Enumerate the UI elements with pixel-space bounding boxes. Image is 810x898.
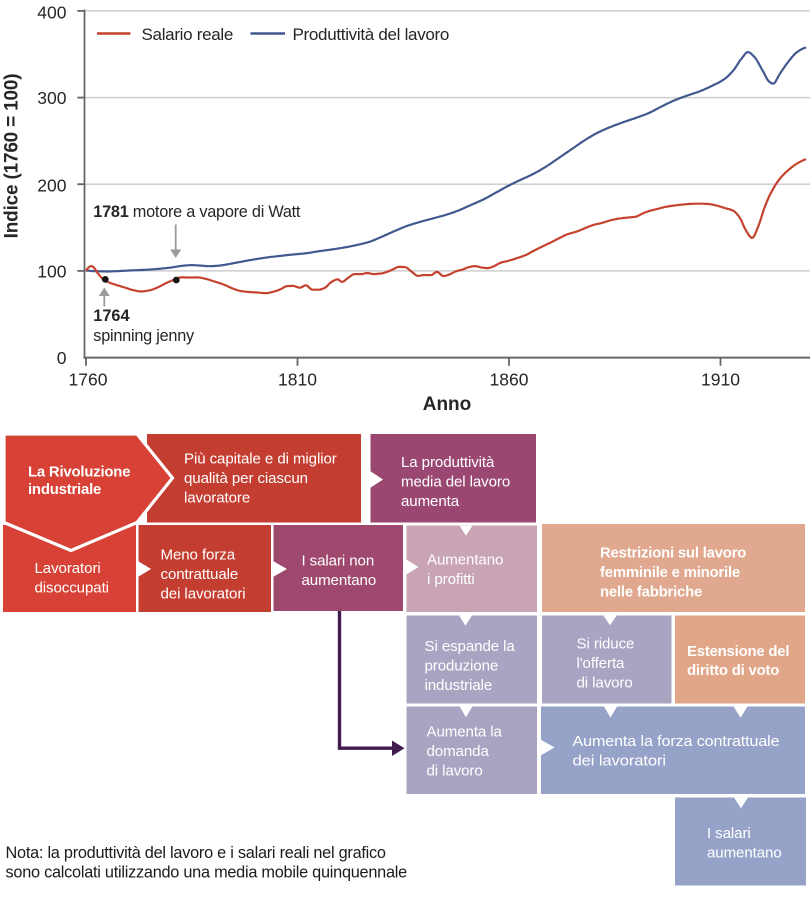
- svg-text:Estensione del: Estensione del: [687, 644, 789, 660]
- svg-text:Aumentano: Aumentano: [427, 552, 503, 569]
- svg-text:Indice (1760 = 100): Indice (1760 = 100): [2, 74, 23, 239]
- svg-text:nelle fabbriche: nelle fabbriche: [600, 585, 702, 601]
- svg-text:Lavoratori: Lavoratori: [35, 560, 101, 577]
- svg-text:Si riduce: Si riduce: [577, 636, 635, 653]
- svg-text:Aumenta la forza contrattuale: Aumenta la forza contrattuale: [573, 733, 780, 750]
- svg-text:Nota: la produttività del lavo: Nota: la produttività del lavoro e i sal…: [6, 844, 386, 862]
- svg-text:qualità per ciascun: qualità per ciascun: [184, 470, 308, 487]
- svg-text:1760: 1760: [69, 370, 108, 390]
- svg-text:aumenta: aumenta: [401, 493, 460, 510]
- svg-text:disoccupati: disoccupati: [35, 580, 109, 597]
- svg-text:200: 200: [37, 175, 66, 195]
- svg-text:Produttività del lavoro: Produttività del lavoro: [293, 25, 450, 44]
- svg-text:di lavoro: di lavoro: [577, 675, 633, 692]
- svg-text:contrattuale: contrattuale: [161, 566, 239, 583]
- svg-text:dei lavoratori: dei lavoratori: [161, 586, 246, 603]
- svg-text:1860: 1860: [490, 370, 529, 390]
- svg-text:aumentano: aumentano: [707, 845, 782, 862]
- svg-text:I salari: I salari: [707, 825, 751, 842]
- svg-text:sono calcolati utilizzando una: sono calcolati utilizzando una media mob…: [6, 864, 408, 882]
- svg-text:Si espande la: Si espande la: [425, 638, 516, 655]
- svg-text:La Rivoluzione: La Rivoluzione: [28, 465, 130, 481]
- svg-text:Più capitale e di miglior: Più capitale e di miglior: [184, 451, 337, 468]
- svg-text:1781 motore a vapore di Watt: 1781 motore a vapore di Watt: [93, 203, 301, 221]
- svg-text:industriale: industriale: [28, 482, 101, 498]
- svg-text:Anno: Anno: [423, 394, 472, 415]
- svg-text:La produttività: La produttività: [401, 454, 495, 471]
- svg-text:I salari non: I salari non: [302, 552, 375, 569]
- svg-text:1764: 1764: [93, 307, 129, 325]
- svg-text:400: 400: [37, 2, 66, 22]
- svg-text:aumentano: aumentano: [302, 572, 377, 589]
- svg-text:domanda: domanda: [427, 743, 490, 760]
- svg-text:dei lavoratori: dei lavoratori: [573, 753, 667, 770]
- svg-text:spinning jenny: spinning jenny: [93, 327, 195, 345]
- svg-text:1910: 1910: [701, 370, 740, 390]
- svg-text:Salario reale: Salario reale: [142, 25, 234, 44]
- svg-text:lavoratore: lavoratore: [184, 490, 250, 507]
- svg-text:Restrizioni sul lavoro: Restrizioni sul lavoro: [600, 546, 746, 562]
- svg-text:femminile e minorile: femminile e minorile: [600, 565, 740, 581]
- svg-text:di lavoro: di lavoro: [427, 763, 483, 780]
- svg-text:diritto di voto: diritto di voto: [687, 663, 779, 679]
- svg-text:industriale: industriale: [425, 677, 493, 694]
- svg-text:Aumenta la: Aumenta la: [427, 724, 503, 741]
- svg-text:l'offerta: l'offerta: [577, 655, 626, 672]
- svg-text:1810: 1810: [278, 370, 317, 390]
- svg-text:300: 300: [37, 88, 66, 108]
- svg-text:Meno forza: Meno forza: [161, 547, 236, 564]
- svg-text:produzione: produzione: [425, 658, 499, 675]
- svg-text:100: 100: [37, 261, 66, 281]
- svg-text:0: 0: [57, 348, 67, 368]
- svg-text:i profitti: i profitti: [427, 571, 475, 588]
- svg-text:media del lavoro: media del lavoro: [401, 473, 510, 490]
